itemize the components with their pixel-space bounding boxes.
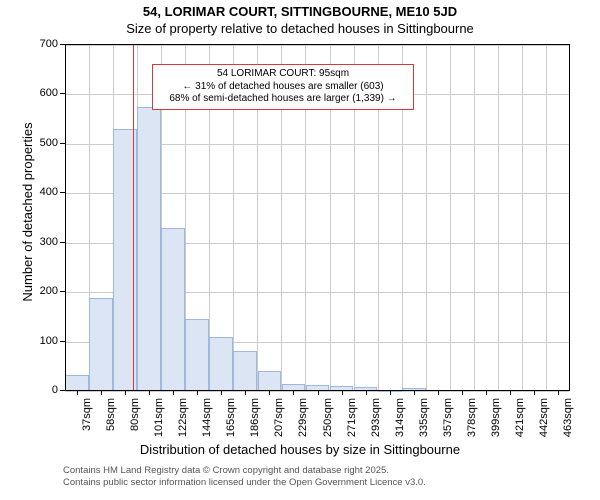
histogram-bar [209, 337, 233, 391]
x-axis-line [65, 390, 570, 391]
y-axis-line [65, 44, 66, 390]
chart-title-block: 54, LORIMAR COURT, SITTINGBOURNE, ME10 5… [0, 4, 600, 36]
gridline-v [426, 45, 427, 390]
chart-container: 54, LORIMAR COURT, SITTINGBOURNE, ME10 5… [0, 0, 600, 500]
x-tick-label: 250sqm [322, 398, 334, 446]
x-tick-label: 442sqm [538, 398, 550, 446]
histogram-bar [185, 319, 209, 391]
histogram-bar [233, 351, 257, 391]
y-tick-label: 300 [30, 236, 58, 248]
footer-line2: Contains public sector information licen… [63, 477, 426, 489]
x-tick-label: 58sqm [105, 398, 117, 446]
annotation-box: 54 LORIMAR COURT: 95sqm← 31% of detached… [152, 64, 414, 110]
gridline-v [474, 45, 475, 390]
x-tick-label: 335sqm [418, 398, 430, 446]
y-tick-label: 500 [30, 137, 58, 149]
y-tick-label: 200 [30, 285, 58, 297]
x-tick-label: 421sqm [514, 398, 526, 446]
x-tick-label: 271sqm [346, 398, 358, 446]
histogram-bar [89, 298, 113, 391]
x-tick-label: 378sqm [466, 398, 478, 446]
gridline-v [522, 45, 523, 390]
y-tick-label: 0 [30, 384, 58, 396]
x-tick-label: 144sqm [201, 398, 213, 446]
marker-line [133, 45, 134, 391]
histogram-bar [137, 107, 161, 391]
histogram-bar [161, 228, 185, 391]
chart-title-line1: 54, LORIMAR COURT, SITTINGBOURNE, ME10 5… [0, 4, 600, 19]
y-tick-label: 100 [30, 335, 58, 347]
y-tick-label: 600 [30, 87, 58, 99]
x-tick-label: 399sqm [490, 398, 502, 446]
plot-area: 54 LORIMAR COURT: 95sqm← 31% of detached… [65, 44, 570, 390]
annotation-line3: 68% of semi-detached houses are larger (… [159, 93, 407, 106]
chart-footer: Contains HM Land Registry data © Crown c… [63, 465, 426, 489]
x-tick-label: 229sqm [297, 398, 309, 446]
y-tick-label: 700 [30, 38, 58, 50]
histogram-bar [65, 375, 89, 391]
gridline-v [498, 45, 499, 390]
annotation-line2: ← 31% of detached houses are smaller (60… [159, 81, 407, 94]
x-tick-label: 293sqm [370, 398, 382, 446]
x-tick-label: 186sqm [249, 398, 261, 446]
x-tick-label: 207sqm [273, 398, 285, 446]
x-tick-label: 357sqm [442, 398, 454, 446]
x-tick-label: 80sqm [129, 398, 141, 446]
chart-title-line2: Size of property relative to detached ho… [0, 21, 600, 36]
gridline-v [450, 45, 451, 390]
annotation-line1: 54 LORIMAR COURT: 95sqm [159, 68, 407, 81]
x-tick-label: 101sqm [153, 398, 165, 446]
histogram-bar [258, 371, 282, 391]
x-tick-label: 314sqm [394, 398, 406, 446]
x-tick-label: 37sqm [81, 398, 93, 446]
x-tick-label: 165sqm [225, 398, 237, 446]
x-tick-label: 463sqm [562, 398, 574, 446]
x-tick-label: 122sqm [177, 398, 189, 446]
y-tick-label: 400 [30, 186, 58, 198]
gridline-h [65, 45, 569, 46]
gridline-v [546, 45, 547, 390]
footer-line1: Contains HM Land Registry data © Crown c… [63, 465, 426, 477]
